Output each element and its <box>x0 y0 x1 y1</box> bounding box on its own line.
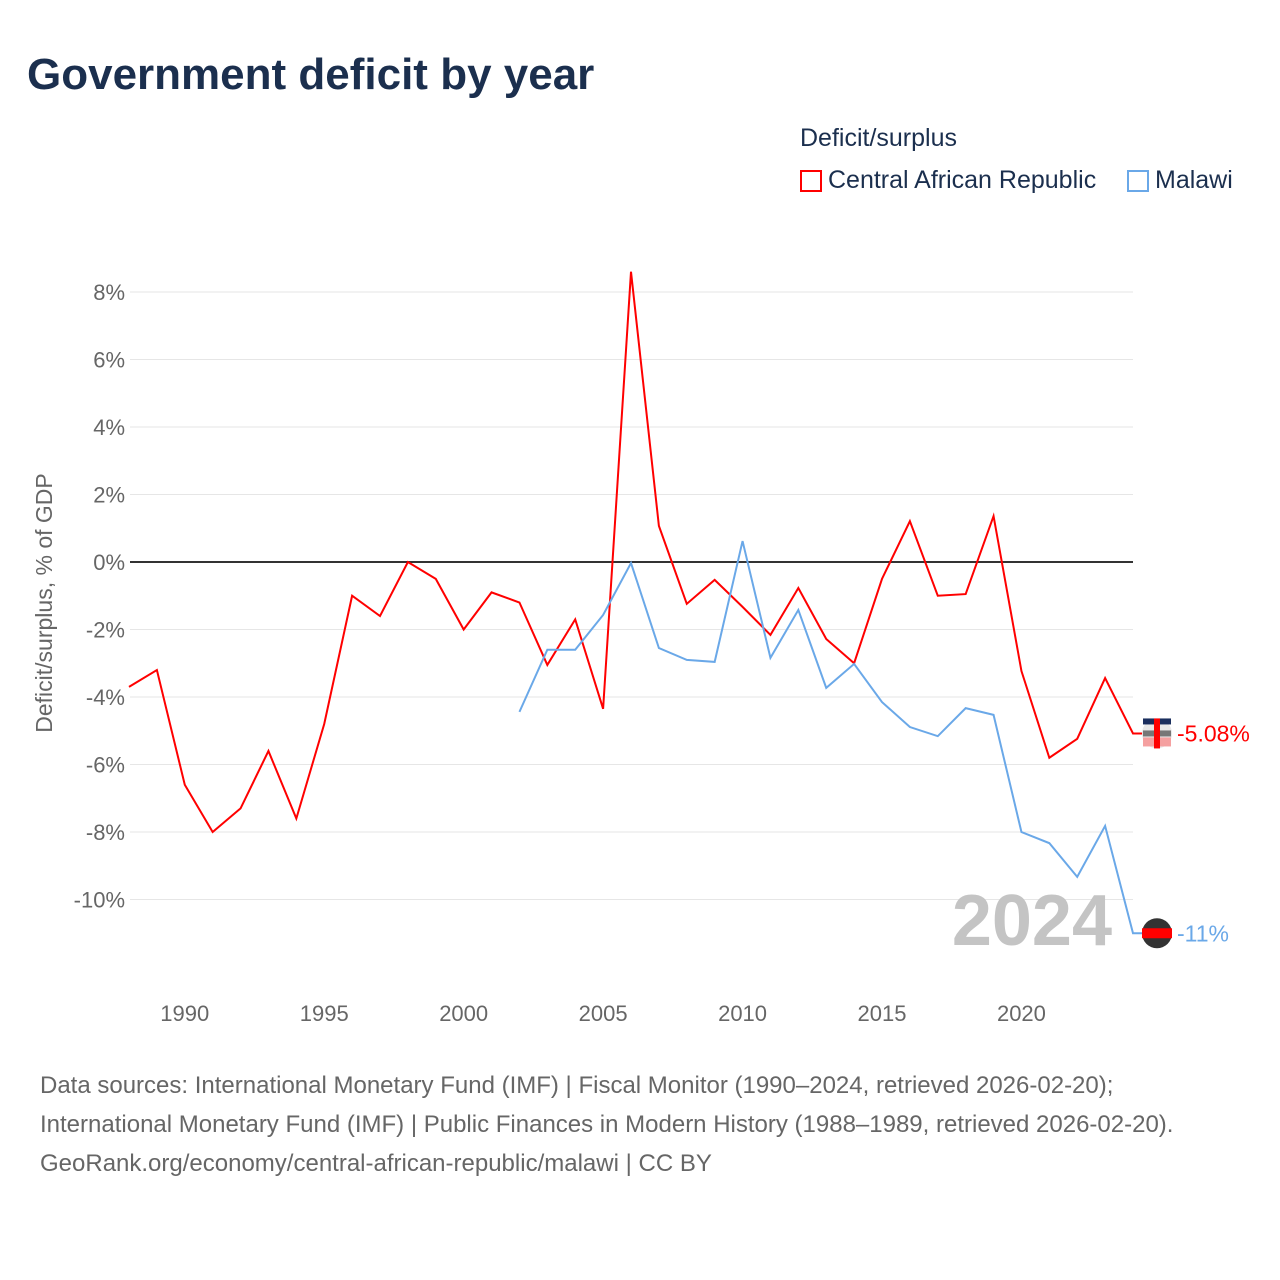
x-tick-label: 2020 <box>997 1001 1046 1026</box>
y-tick-label: 0% <box>93 550 125 575</box>
x-tick-label: 2015 <box>858 1001 907 1026</box>
flag-stripe <box>1142 928 1172 939</box>
year-watermark: 2024 <box>952 881 1112 961</box>
line-chart: 8% 6% 4% 2% 0% -2% -4% -6% -8% -10% 1990 1995 2000 20… <box>31 271 1250 1026</box>
x-tick-label: 2000 <box>439 1001 488 1026</box>
y-tick-label: -6% <box>86 753 125 778</box>
y-tick-label: -8% <box>86 820 125 845</box>
y-tick-label: 6% <box>93 348 125 373</box>
series-line-malawi <box>518 540 1157 935</box>
flag-stripe <box>1154 718 1160 749</box>
legend-item-malawi[interactable]: Malawi <box>1127 166 1233 195</box>
y-tick-label: 8% <box>93 280 125 305</box>
y-tick-label: -2% <box>86 618 125 643</box>
data-sources: Data sources: International Monetary Fun… <box>40 1072 1174 1138</box>
x-tick-label: 2010 <box>718 1001 767 1026</box>
legend-swatch <box>800 169 822 192</box>
y-axis-label: Deficit/surplus, % of GDP <box>31 473 57 732</box>
end-value-label: -11% <box>1177 920 1229 946</box>
legend-label: Central African Republic <box>828 166 1097 194</box>
legend-item-central-african-republic[interactable]: Central African Republic <box>800 166 1096 195</box>
x-tick-label: 2005 <box>579 1001 628 1026</box>
end-value-label: -5.08% <box>1177 720 1250 746</box>
legend-title: Deficit/surplus <box>800 124 957 152</box>
chart-title: Government deficit by year <box>27 50 595 99</box>
y-tick-label: -10% <box>74 888 125 913</box>
legend-label: Malawi <box>1155 166 1233 194</box>
y-tick-label: 4% <box>93 415 125 440</box>
x-tick-label: 1995 <box>300 1001 349 1026</box>
footer: Data sources: International Monetary Fun… <box>40 1066 1240 1183</box>
legend-swatch <box>1127 169 1149 192</box>
series-line-central-african-republic <box>128 271 1157 834</box>
x-tick-label: 1990 <box>160 1001 209 1026</box>
y-tick-label: -4% <box>86 685 125 710</box>
y-tick-label: 2% <box>93 483 125 508</box>
source-link[interactable]: GeoRank.org/economy/central-african-repu… <box>40 1150 712 1177</box>
